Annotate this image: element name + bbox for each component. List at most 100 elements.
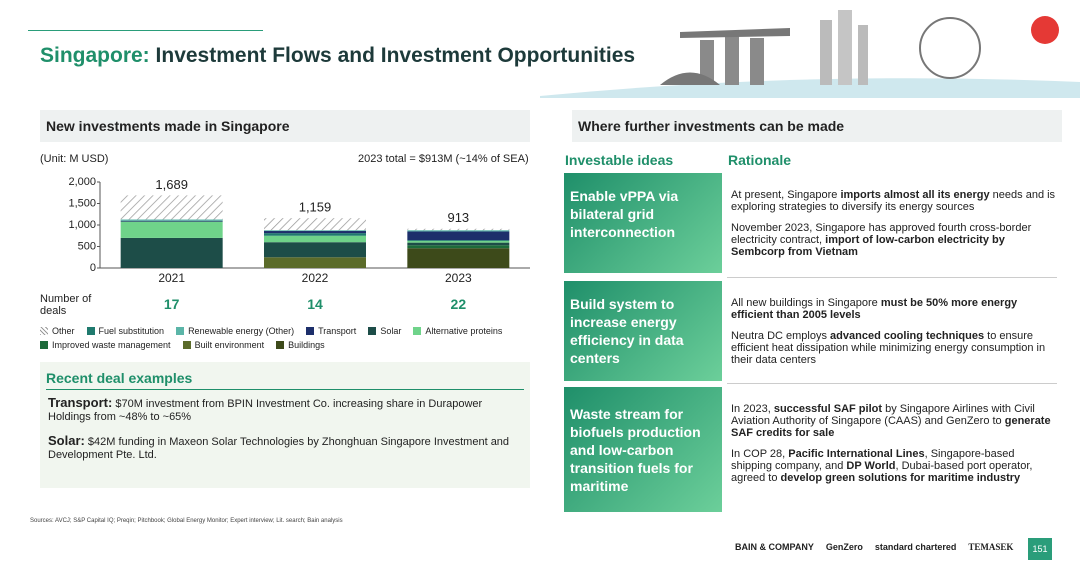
paragraph: All new buildings in Singapore must be 5… [731,297,1057,321]
bar-segment [407,228,510,231]
rationale: All new buildings in Singapore must be 5… [731,297,1057,375]
text-run: All new buildings in Singapore [731,297,881,309]
total-label: 1,159 [299,200,332,215]
chart: 0 500 1,000 1,500 2,000 1,689 2021 1,159 2022 913… [68,176,530,285]
rule [28,30,263,31]
skyline [540,10,1080,98]
legend-swatch [40,327,48,335]
text-run: needs and is exploring strategies to div… [731,189,1056,213]
logo: BAIN & COMPANY [735,542,814,552]
text-run: by Singapore Airlines with Civil Aviatio… [731,403,1035,427]
text-run: must be 50% more energy efficient than 2… [731,297,1018,321]
text-run: , Singapore-based shipping company, and [731,448,1015,472]
sources: Sources: AVCJ; S&P Capital IQ; Preqin; P… [30,518,343,524]
idea: Build system to increase energy efficien… [564,281,722,381]
legend-item: Built environment [182,340,265,350]
left-heading: New investments made in Singapore [40,110,530,142]
legend-swatch [40,341,48,349]
title: Singapore: Investment Flows and Investme… [40,44,635,68]
legend-swatch [86,327,95,335]
text-run: Neutra DC employs [731,330,831,342]
idea: Enable vPPA via bilateral grid interconn… [564,173,722,273]
legend-label: Alternative proteins [425,326,503,336]
legend-label: Solar [380,326,402,336]
legend-swatch [182,341,191,349]
legend-swatch [306,327,315,335]
logos: BAIN & COMPANY GenZero standard chartered T… [735,542,1013,552]
deal-count: 14 [307,296,323,312]
legend-label: Buildings [288,340,325,350]
text-run: Pacific International Lines [788,448,925,460]
deal-label: Solar: [48,433,85,448]
bar-segment [264,231,366,234]
text-run: imports almost all its energy [840,189,990,201]
rationale: At present, Singapore imports almost all… [731,189,1057,267]
legend-item: Solar [368,326,401,336]
legend-label: Transport [318,326,357,336]
legend-item: Renewable energy (Other) [176,326,294,336]
legend-swatch [413,327,422,335]
rationale: In 2023, successful SAF pilot by Singapo… [731,403,1057,493]
text-run: DP World [846,460,896,472]
deal-count: 17 [163,296,180,312]
deal-label: Transport: [48,395,113,410]
bar-segment [264,257,366,268]
deal-item: Solar: $42M funding in Maxeon Solar Tech… [48,434,522,462]
paragraph: In COP 28, Pacific International Lines, … [731,448,1057,484]
legend-label: Built environment [194,340,265,350]
legend-item: Transport [306,326,356,336]
logo: standard chartered [874,542,957,552]
deal-text: $70M investment from BPIN Investment Co.… [48,398,483,423]
text-run: November 2023, Singapore has approved fo… [731,222,1032,246]
y-tick-label: 1,000 [68,219,96,231]
logo: TEMASEK [968,542,1014,552]
legend-swatch [176,327,185,335]
right-heading: Where further investments can be made [572,110,1062,142]
legend-item: Other [40,326,75,336]
legend-item: Alternative proteins [413,326,502,336]
col1: Investable ideas [565,152,674,168]
bar-segment [120,220,223,222]
separator [727,277,1057,278]
legend: Other Fuel substitution Renewable energy (… [40,326,510,350]
legend-swatch [368,327,377,335]
y-tick-label: 2,000 [68,176,96,188]
paragraph: At present, Singapore imports almost all… [731,189,1057,213]
bar-segment [407,230,510,232]
bar-segment [407,240,510,241]
separator [727,383,1057,384]
deal-box: Recent deal examples Transport: $70M inv… [40,362,530,488]
paragraph: Neutra DC employs advanced cooling techn… [731,330,1057,366]
bar-segment [264,233,366,236]
text-run: import of low-carbon electricity by Semb… [731,234,1005,258]
x-tick-label: 2021 [158,271,185,285]
paragraph: In 2023, successful SAF pilot by Singapo… [731,403,1057,439]
text-run: to ensure efficient heat dissipation whi… [731,330,1046,366]
title-text: Investment Flows and Investment Opportun… [155,44,636,67]
unit: (Unit: M USD) [40,153,109,165]
logo: GenZero [825,542,863,552]
bar-segment [264,230,366,232]
legend-item: Fuel substitution [86,326,164,336]
legend-label: Improved waste management [52,340,171,350]
deal-count: 22 [450,296,467,312]
total-label: 1,689 [155,177,188,192]
text-run: successful SAF pilot [773,403,883,415]
text-run: develop green solutions for maritime ind… [780,472,1021,484]
bar-segment [407,231,510,241]
deal-item: Transport: $70M investment from BPIN Inv… [48,396,522,424]
text-run: At present, Singapore [731,189,841,201]
bar-segment [120,219,223,221]
bar-segment [120,221,223,238]
text-run: , Dubai-based port operator, agreed to [731,460,1033,484]
text-run: In 2023, [731,403,774,415]
deal-title: Recent deal examples [46,370,524,390]
deals-label: Number of deals [40,293,92,317]
page-number: 151 [1028,538,1052,560]
text-run: advanced cooling techniques [830,330,985,342]
total-note: 2023 total = $913M (~14% of SEA) [358,153,529,165]
bar-segment [120,237,223,268]
bar-segment [264,235,366,243]
legend-label: Other [52,326,75,336]
